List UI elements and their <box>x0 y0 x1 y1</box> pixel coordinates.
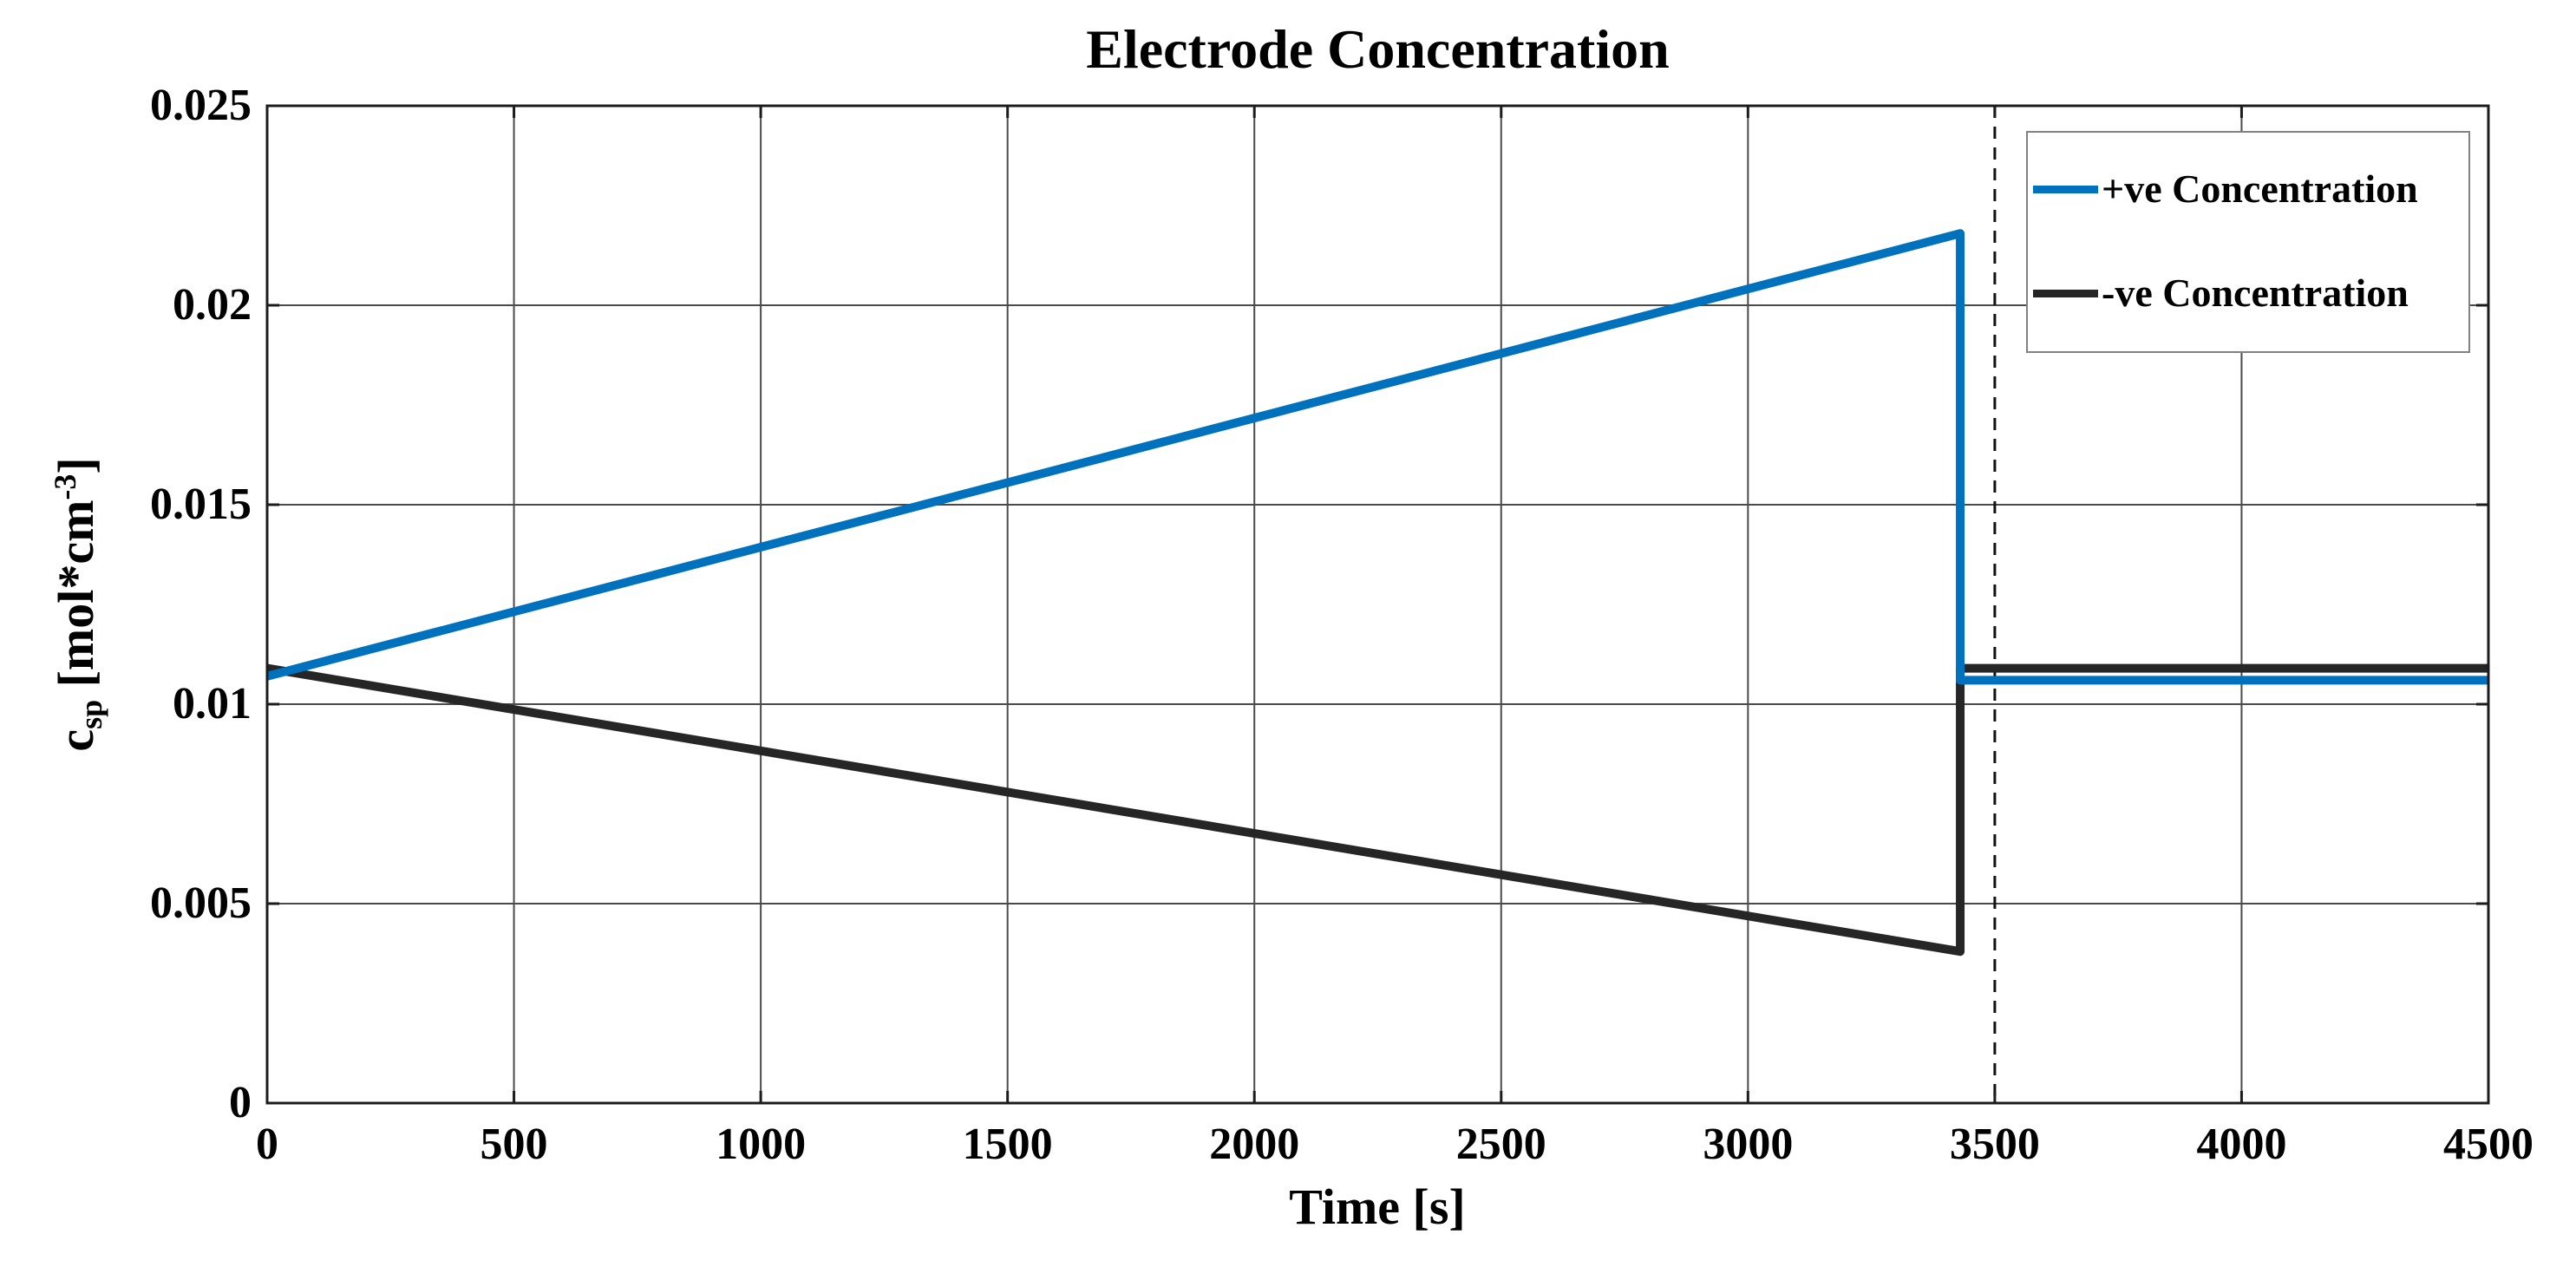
y-tick-label: 0.005 <box>150 878 252 928</box>
x-tick-label: 4000 <box>2196 1120 2287 1169</box>
series-line-positive <box>265 229 2488 685</box>
legend-line-sample-positive <box>2033 185 2098 193</box>
x-tick-label: 2500 <box>1455 1120 1546 1169</box>
x-tick-label: 500 <box>480 1120 548 1169</box>
x-tick-label: 0 <box>256 1120 278 1169</box>
legend-label-negative: -ve Concentration <box>2102 271 2409 315</box>
x-tick-label: 3000 <box>1703 1120 1794 1169</box>
legend-entry-negative: -ve Concentration <box>2033 267 2468 319</box>
x-tick-label: 4500 <box>2443 1120 2534 1169</box>
y-axis-label-base: c <box>47 728 104 752</box>
y-tick-label: 0.015 <box>150 480 252 529</box>
x-tick-label: 3500 <box>1949 1120 2040 1169</box>
x-tick-label: 1000 <box>716 1120 807 1169</box>
y-tick-label: 0.025 <box>150 81 252 130</box>
legend-line-sample-negative <box>2033 289 2098 297</box>
legend-label-positive: +ve Concentration <box>2102 167 2418 211</box>
chart-title: Electrode Concentration <box>1086 18 1670 80</box>
y-axis-label-close: ] <box>47 457 104 474</box>
series-line-negative <box>266 663 2488 957</box>
y-tick-label: 0.01 <box>173 679 252 728</box>
x-tick-label: 2000 <box>1209 1120 1300 1169</box>
x-tick-label: 1500 <box>962 1120 1053 1169</box>
legend-entry-positive: +ve Concentration <box>2033 163 2468 215</box>
legend-box: +ve Concentration -ve Concentration <box>2026 131 2470 353</box>
x-axis-label: Time [s] <box>1289 1179 1466 1235</box>
y-tick-label: 0.02 <box>173 280 252 330</box>
y-tick-label: 0 <box>229 1078 252 1127</box>
plot-frame <box>265 104 2490 1105</box>
